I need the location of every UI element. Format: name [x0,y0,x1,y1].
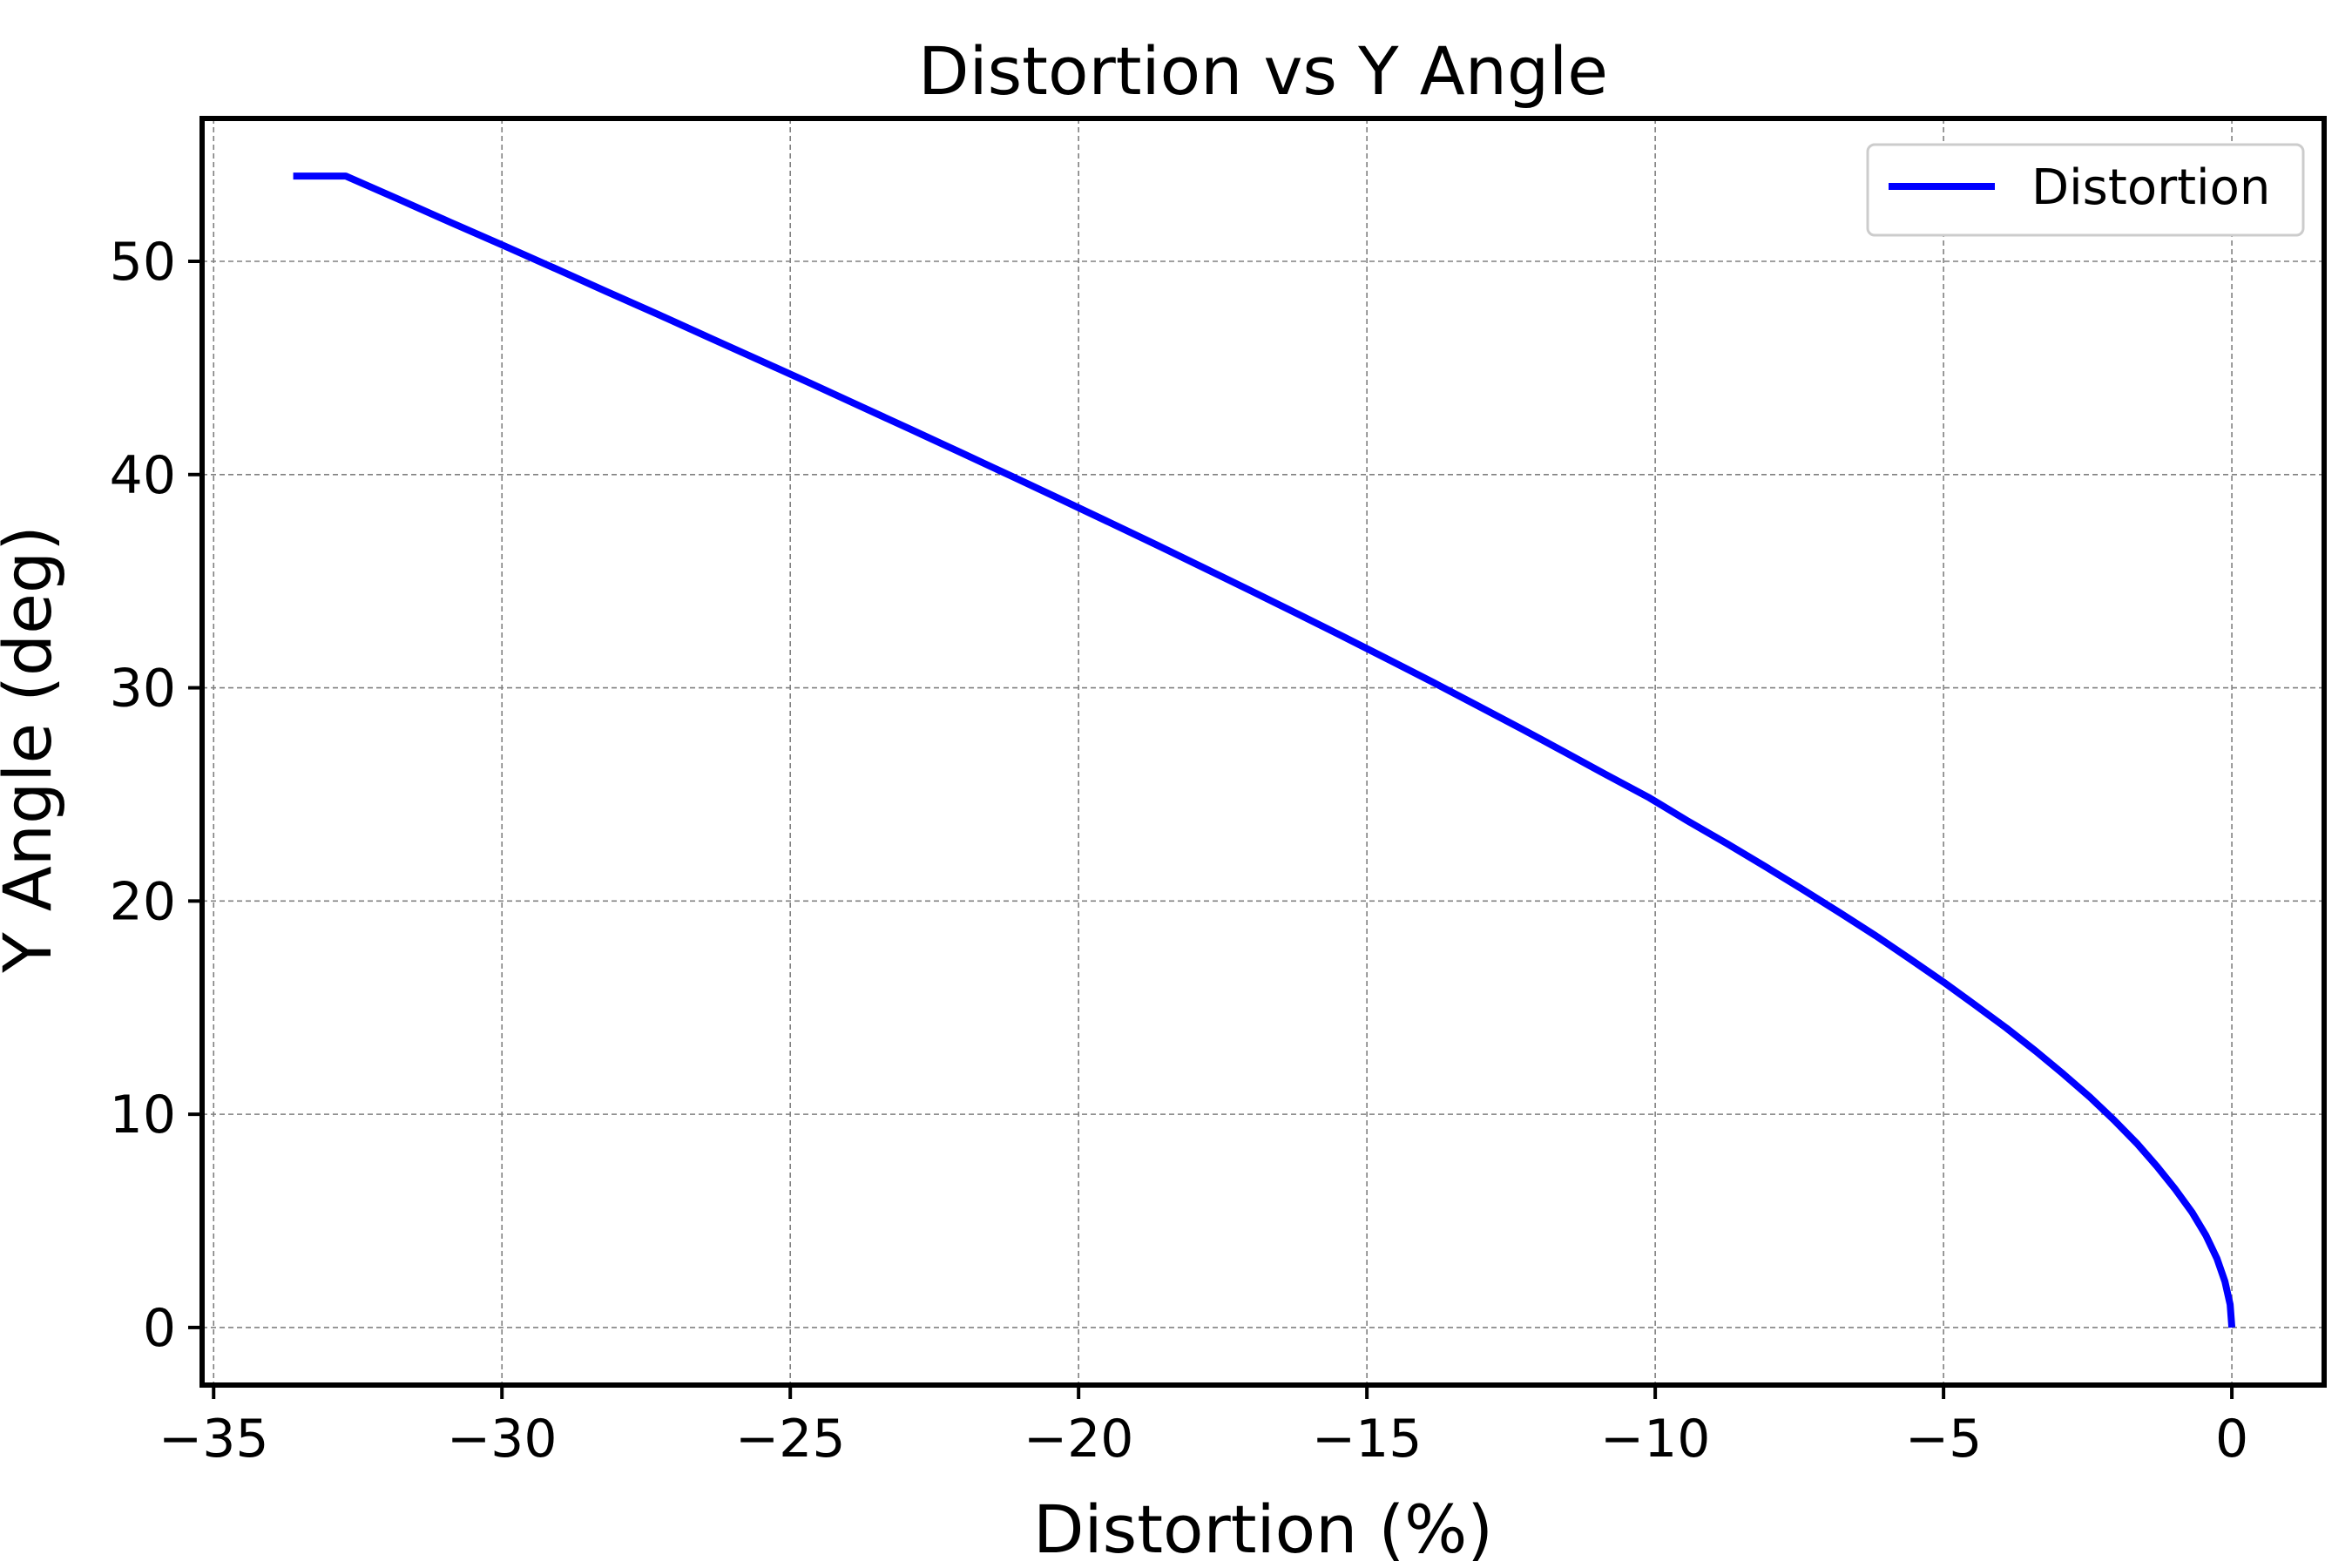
y-tick-label: 0 [143,1298,176,1359]
y-tick-label: 20 [110,871,176,932]
x-tick-label: −30 [447,1409,558,1470]
x-tick-label: −20 [1024,1409,1134,1470]
legend-label: Distortion [2031,159,2270,216]
y-axis-label: Y Angle (deg) [0,525,66,974]
x-tick-label: −25 [735,1409,846,1470]
series-group [293,172,2236,1328]
x-tick-label: −35 [159,1409,269,1470]
grid [202,118,2324,1385]
y-tick-label: 40 [110,445,176,506]
x-axis-label: Distortion (%) [1033,1490,1493,1568]
chart-title: Distortion vs Y Angle [918,32,1608,110]
x-tick-label: −10 [1600,1409,1711,1470]
y-tick-label: 30 [110,659,176,720]
x-tick-label: −15 [1312,1409,1423,1470]
tick-labels: −35 −30 −25 −20 −15 −10 −5 0 0 10 20 30 40 50 [110,232,2249,1470]
legend: Distortion [1866,143,2305,237]
plot-frame [199,116,2327,1388]
y-tick-label: 50 [110,232,176,293]
series-line-distortion [293,172,2236,1328]
y-tick-label: 10 [110,1085,176,1146]
x-tick-label: −5 [1905,1409,1982,1470]
legend-box [1866,143,2305,237]
x-tick-label: 0 [2215,1409,2248,1470]
